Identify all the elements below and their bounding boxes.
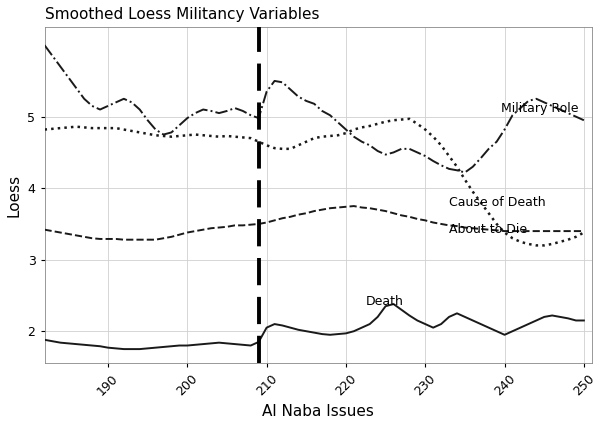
Text: Death: Death: [366, 295, 404, 308]
Text: Smoothed Loess Militancy Variables: Smoothed Loess Militancy Variables: [45, 7, 319, 22]
Y-axis label: Loess: Loess: [7, 174, 22, 217]
Text: Military Role: Military Role: [500, 101, 578, 115]
Text: Cause of Death: Cause of Death: [449, 196, 546, 209]
X-axis label: Al Naba Issues: Al Naba Issues: [262, 404, 374, 419]
Text: About to Die: About to Die: [449, 223, 527, 236]
